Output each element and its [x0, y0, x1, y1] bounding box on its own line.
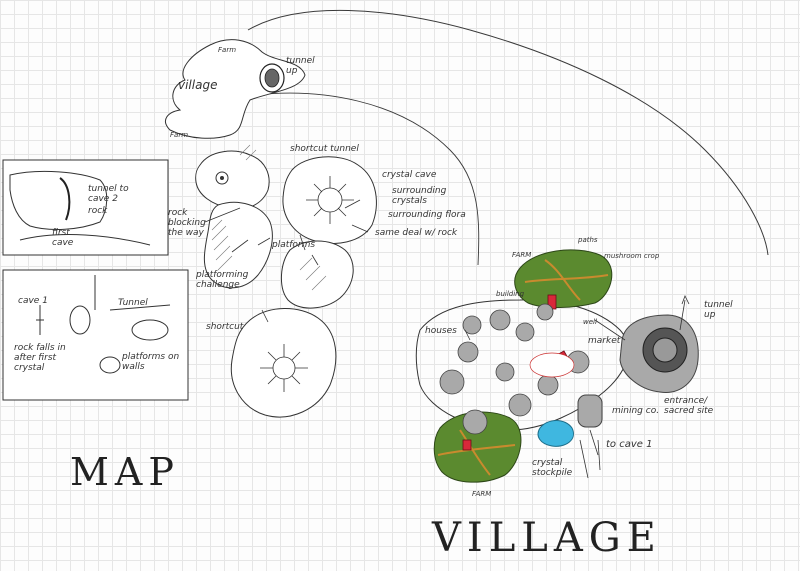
label-farm-top-village: FARM	[512, 251, 532, 259]
label-farm-left: Farm	[170, 131, 189, 139]
hatching	[211, 144, 327, 291]
village-title: VILLAGE	[432, 515, 662, 561]
village-boundary	[415, 299, 629, 431]
label-houses: houses	[425, 326, 457, 336]
map-arrows	[204, 199, 369, 323]
label-farm-bottom: FARM	[472, 490, 492, 498]
map-bottom-cave	[230, 308, 337, 418]
label-village: village	[178, 78, 218, 92]
label-rock: rock	[88, 206, 108, 216]
map-first-cave	[195, 150, 270, 210]
market-square	[529, 352, 575, 378]
label-well: well	[583, 318, 597, 326]
label-crystal-stockpile: crystal stockpile	[532, 458, 573, 478]
connection-arc	[247, 9, 769, 256]
label-shortcut: shortcut	[206, 322, 244, 332]
farm-bottom-field	[433, 411, 522, 483]
connection-arc-inner	[254, 92, 480, 266]
label-tunnel-up-village: tunnel up	[704, 300, 733, 320]
map-title: MAP	[70, 450, 180, 494]
label-building: building	[496, 290, 525, 298]
label-platforms: platforms	[272, 240, 316, 250]
label-platforms-on-walls: platforms on walls	[122, 352, 180, 372]
village-arrows	[464, 295, 690, 479]
label-farm-top: Farm	[218, 46, 237, 54]
label-crystal-cave: crystal cave	[382, 170, 437, 180]
label-same-deal: same deal w/ rock	[375, 228, 458, 238]
label-platforming: platforming challenge	[196, 270, 249, 290]
label-market: market	[588, 336, 621, 346]
label-surrounding-crystals: surrounding crystals	[392, 186, 447, 206]
label-rock-blocking: rock blocking the way	[168, 208, 206, 238]
label-paths: paths	[578, 236, 598, 244]
label-mining-co: mining co.	[612, 406, 660, 416]
label-tunnel: Tunnel	[118, 298, 148, 308]
label-shortcut-tunnel: shortcut tunnel	[290, 144, 359, 154]
label-tunnel-to-cave-2: tunnel to cave 2	[88, 184, 129, 204]
label-first-cave: first cave	[52, 228, 74, 248]
label-tunnel-up: tunnel up	[286, 56, 315, 76]
label-surrounding-flora: surrounding flora	[388, 210, 466, 220]
label-rock-falls: rock falls in after first crystal	[14, 343, 66, 373]
label-entrance-sacred: entrance/ sacred site	[664, 396, 714, 416]
village-houses	[439, 303, 590, 435]
mining-co-building	[577, 394, 603, 428]
crystal-flower-bottom	[260, 344, 308, 392]
label-cave-1: cave 1	[18, 296, 48, 306]
crystal-flower	[306, 176, 354, 224]
label-mushroom-crop: mushroom crop	[604, 252, 660, 260]
crystal-stockpile	[537, 420, 574, 447]
map-crystal-cave	[282, 156, 377, 244]
label-to-cave-1: to cave 1	[606, 439, 653, 450]
